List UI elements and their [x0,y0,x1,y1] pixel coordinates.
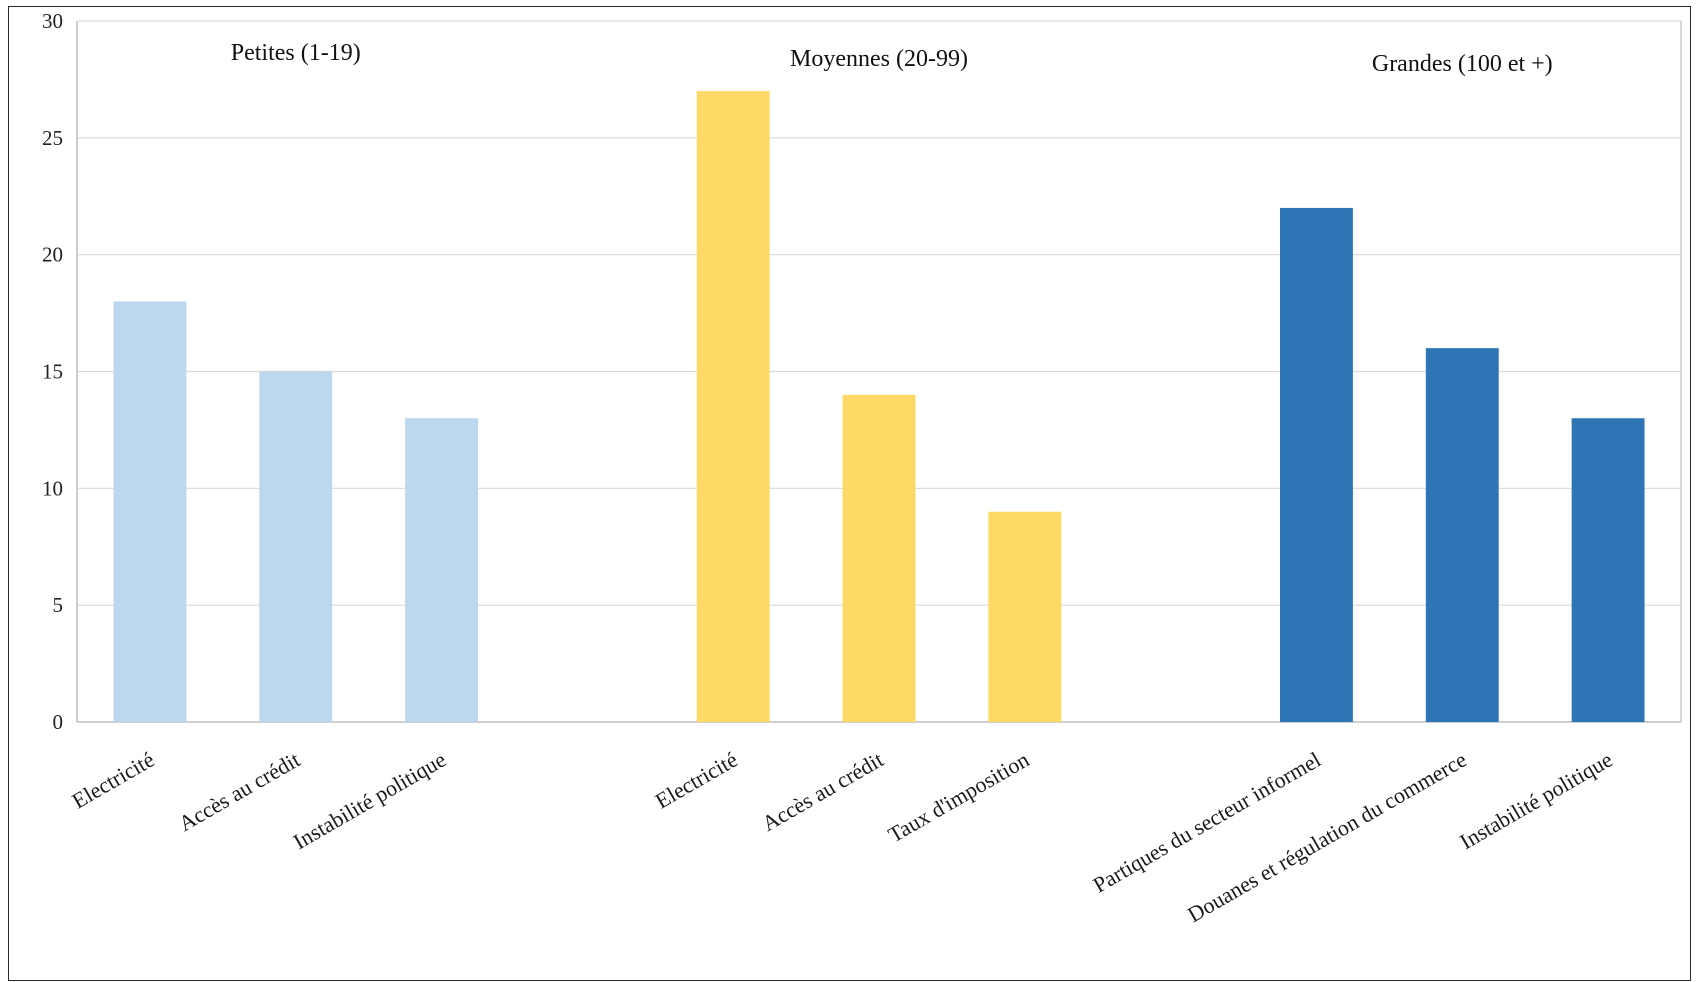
group-label: Petites (1-19) [231,40,361,66]
bar [113,301,187,722]
y-tick-label: 15 [42,360,63,384]
y-tick-label: 20 [42,243,63,267]
bar [1280,207,1353,722]
category-label: Electricité [651,747,742,814]
group-label: Moyennes (20-99) [790,46,968,72]
y-tick-label: 30 [42,9,63,33]
chart-frame: 0 5 10 15 20 25 30 Electricité Accès au crédit I… [8,6,1691,981]
bar [405,418,478,722]
category-label: Partiques du secteur informel [1089,747,1325,898]
category-label: Accès au crédit [758,747,888,836]
category-label: Instabilité politique [1455,747,1616,855]
bar [259,371,333,722]
bar [696,91,770,723]
bar [1571,418,1645,722]
category-label: Douanes et régulation du commerce [1183,747,1471,927]
y-tick-label: 10 [42,476,63,500]
category-label: Taux d'imposition [884,747,1034,848]
y-tick-label: 25 [42,126,63,150]
y-tick-label: 0 [53,710,64,734]
bars [113,91,1645,723]
category-label: Instabilité politique [289,747,450,855]
group-labels: Petites (1-19) Moyennes (20-99) Grandes (1… [231,40,1553,77]
category-label: Electricité [68,747,159,814]
bar [1425,348,1499,722]
category-label: Accès au crédit [174,747,304,836]
gridlines [77,20,1681,723]
bar [842,394,916,722]
group-label: Grandes (100 et +) [1372,51,1553,77]
y-tick-label: 5 [53,593,64,617]
y-axis: 0 5 10 15 20 25 30 [42,9,1682,734]
bar [988,511,1062,722]
